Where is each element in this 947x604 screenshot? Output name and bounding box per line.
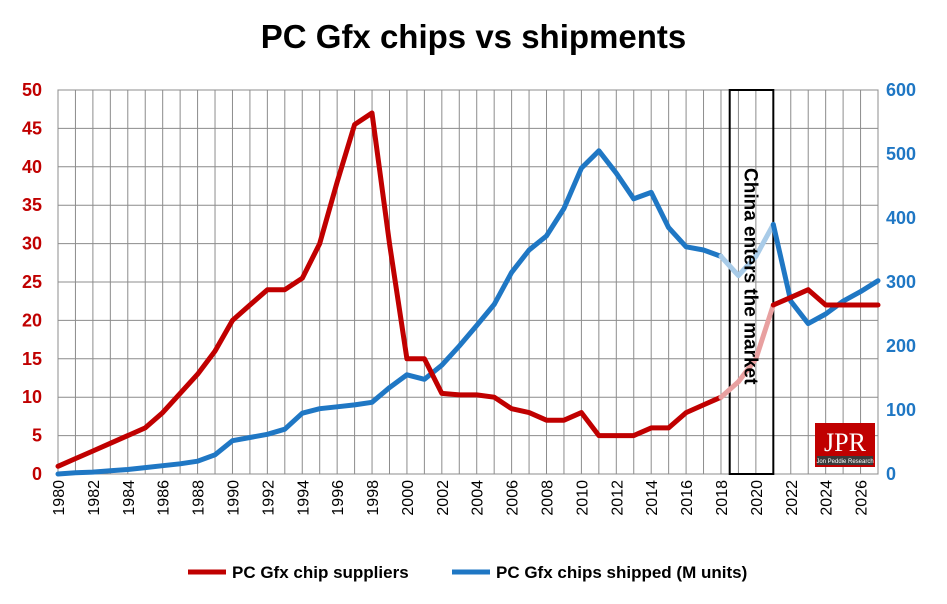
x-tick-label: 2022 [784, 480, 801, 516]
x-tick-label: 2000 [400, 480, 417, 516]
y-left-tick-label: 25 [22, 272, 42, 292]
y-left-tick-label: 40 [22, 157, 42, 177]
annotation-box [728, 89, 775, 475]
x-tick-label: 1986 [156, 480, 173, 516]
y-right-tick-label: 400 [886, 208, 916, 228]
x-tick-label: 2020 [749, 480, 766, 516]
x-tick-label: 1998 [365, 480, 382, 516]
annotation-label: China enters the market [740, 168, 761, 385]
x-tick-label: 1980 [51, 480, 68, 516]
y-right-tick-label: 0 [886, 464, 896, 484]
y-right-tick-label: 200 [886, 336, 916, 356]
y-right-tick-label: 500 [886, 144, 916, 164]
y-left-tick-label: 30 [22, 234, 42, 254]
legend-label-suppliers: PC Gfx chip suppliers [232, 563, 409, 582]
series-suppliers-line [770, 287, 881, 308]
x-tick-label: 1994 [295, 480, 312, 516]
x-tick-label: 1988 [191, 480, 208, 516]
x-tick-label: 2016 [679, 480, 696, 516]
series-suppliers-line-highlighted [718, 302, 776, 400]
x-tick-label: 2012 [609, 480, 626, 516]
x-tick-label: 2014 [644, 480, 661, 516]
x-tick-label: 2004 [470, 480, 487, 516]
y-left-tick-label: 0 [32, 464, 42, 484]
y-left-tick-label: 35 [22, 195, 42, 215]
y-right-tick-label: 600 [886, 80, 916, 100]
jpr-logo-text: JPR [824, 428, 867, 457]
series-shipped-line-highlighted [718, 221, 776, 279]
y-left-tick-label: 50 [22, 80, 42, 100]
y-left-tick-label: 15 [22, 349, 42, 369]
x-tick-label: 2008 [540, 480, 557, 516]
jpr-logo-band [817, 456, 873, 465]
y-left-tick-label: 10 [22, 387, 42, 407]
legend-label-shipped: PC Gfx chips shipped (M units) [496, 563, 747, 582]
x-tick-label: 2026 [854, 480, 871, 516]
y-left-tick-label: 5 [32, 426, 42, 446]
x-tick-label: 1996 [330, 480, 347, 516]
y-right-tick-label: 300 [886, 272, 916, 292]
x-tick-label: 1990 [225, 480, 242, 516]
x-tick-label: 2018 [714, 480, 731, 516]
x-tick-label: 2010 [574, 480, 591, 516]
series-suppliers-line [55, 110, 724, 469]
y-right-tick-label: 100 [886, 400, 916, 420]
x-tick-label: 2006 [505, 480, 522, 516]
x-tick-label: 2024 [819, 480, 836, 516]
series-shipped-line [770, 221, 881, 327]
x-tick-label: 1984 [121, 480, 138, 516]
jpr-logo-subtext: Jon Peddie Research [816, 459, 873, 465]
y-left-tick-label: 45 [22, 118, 42, 138]
series-shipped-line [55, 148, 724, 477]
x-tick-label: 1982 [86, 480, 103, 516]
x-tick-label: 1992 [260, 480, 277, 516]
x-tick-label: 2002 [435, 480, 452, 516]
y-left-tick-label: 20 [22, 310, 42, 330]
chart-title: PC Gfx chips vs shipments [260, 18, 687, 55]
